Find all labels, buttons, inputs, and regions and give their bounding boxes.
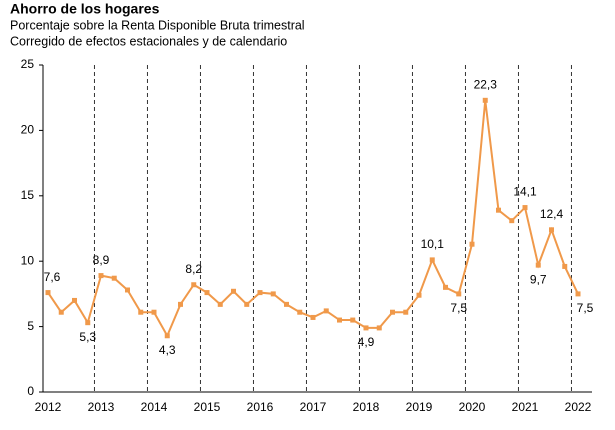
data-point bbox=[111, 275, 117, 281]
data-point bbox=[244, 301, 250, 307]
data-point bbox=[85, 320, 91, 326]
data-point bbox=[509, 218, 515, 224]
data-point bbox=[337, 317, 342, 323]
data-point bbox=[456, 291, 462, 297]
data-point bbox=[297, 309, 303, 315]
data-point bbox=[416, 292, 422, 298]
data-point bbox=[522, 205, 528, 211]
x-tick-label: 2020 bbox=[459, 400, 486, 414]
y-tick-label: 0 bbox=[27, 384, 34, 398]
data-point bbox=[390, 309, 395, 315]
data-point bbox=[58, 309, 64, 315]
data-point bbox=[469, 241, 475, 247]
data-label: 8,9 bbox=[93, 253, 110, 267]
data-point bbox=[575, 291, 581, 297]
data-point bbox=[562, 263, 568, 269]
data-point bbox=[178, 301, 183, 307]
data-label: 4,9 bbox=[358, 335, 375, 349]
y-tick-label: 20 bbox=[21, 123, 35, 137]
data-label: 9,7 bbox=[530, 272, 547, 286]
data-point bbox=[284, 301, 289, 307]
y-tick-label: 5 bbox=[27, 319, 34, 333]
data-point bbox=[535, 262, 541, 268]
data-point bbox=[310, 314, 316, 320]
data-point bbox=[323, 308, 329, 314]
chart-note: Corregido de efectos estacionales y de c… bbox=[10, 34, 287, 48]
data-point bbox=[257, 290, 263, 296]
data-point bbox=[443, 284, 448, 290]
data-point bbox=[496, 207, 501, 213]
x-tick-label: 2012 bbox=[35, 400, 62, 414]
data-point bbox=[549, 227, 554, 233]
data-point bbox=[125, 287, 130, 293]
data-label: 10,1 bbox=[421, 237, 445, 251]
data-label: 7,5 bbox=[450, 301, 467, 315]
data-label: 7,5 bbox=[577, 301, 594, 315]
data-point bbox=[72, 297, 77, 303]
data-point bbox=[151, 309, 157, 315]
data-point bbox=[429, 257, 435, 263]
data-point bbox=[403, 309, 409, 315]
data-label: 8,2 bbox=[185, 262, 202, 276]
data-label: 4,3 bbox=[159, 343, 176, 357]
data-label: 12,4 bbox=[540, 207, 564, 221]
y-tick-label: 15 bbox=[21, 188, 35, 202]
data-point bbox=[270, 291, 276, 297]
x-tick-label: 2014 bbox=[141, 400, 168, 414]
data-label: 22,3 bbox=[474, 77, 498, 91]
x-tick-label: 2016 bbox=[247, 400, 274, 414]
chart-subtitle: Porcentaje sobre la Renta Disponible Bru… bbox=[10, 18, 305, 32]
x-tick-label: 2017 bbox=[300, 400, 327, 414]
x-tick-label: 2013 bbox=[88, 400, 115, 414]
data-point bbox=[164, 333, 170, 339]
data-point bbox=[482, 97, 488, 103]
x-tick-label: 2018 bbox=[353, 400, 380, 414]
data-point bbox=[363, 325, 369, 331]
data-label: 5,3 bbox=[79, 330, 96, 344]
data-point bbox=[45, 290, 51, 296]
data-point bbox=[350, 317, 356, 323]
x-tick-label: 2019 bbox=[406, 400, 433, 414]
data-point bbox=[231, 288, 236, 294]
data-point bbox=[191, 282, 197, 288]
data-line bbox=[47, 100, 579, 339]
x-tick-label: 2022 bbox=[565, 400, 592, 414]
y-tick-label: 10 bbox=[21, 253, 35, 267]
data-point bbox=[376, 325, 382, 331]
x-tick-label: 2015 bbox=[194, 400, 221, 414]
data-point bbox=[98, 273, 104, 279]
data-label: 7,6 bbox=[44, 270, 61, 284]
x-tick-label: 2021 bbox=[512, 400, 539, 414]
data-point bbox=[204, 290, 210, 296]
chart-title: Ahorro de los hogares bbox=[10, 1, 160, 17]
data-point bbox=[138, 309, 144, 315]
y-tick-label: 25 bbox=[21, 57, 35, 71]
data-point bbox=[217, 301, 223, 307]
data-label: 14,1 bbox=[513, 185, 537, 199]
